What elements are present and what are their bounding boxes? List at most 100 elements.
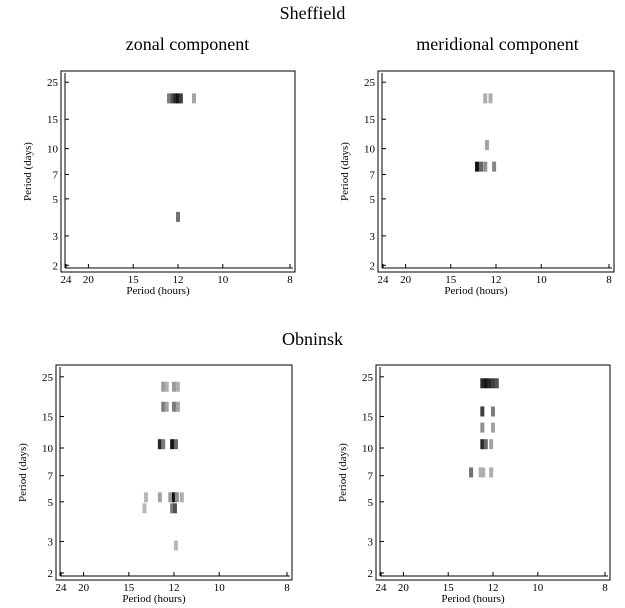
y-tick-label: 15 xyxy=(364,114,376,126)
y-axis-label: Period (days) xyxy=(339,142,351,201)
heatmap-cell xyxy=(487,378,492,389)
heatmap-cell xyxy=(170,439,175,450)
x-tick-label: 24 xyxy=(376,582,388,594)
y-tick-label: 5 xyxy=(370,194,376,206)
y-tick-label: 2 xyxy=(53,260,59,272)
heatmap-cell xyxy=(157,439,162,450)
x-tick-label: 10 xyxy=(536,274,548,286)
y-tick-label: 2 xyxy=(48,568,54,580)
y-tick-label: 10 xyxy=(42,443,54,455)
plot-frame xyxy=(377,70,615,273)
y-tick-label: 15 xyxy=(47,114,59,126)
x-tick-label: 12 xyxy=(169,582,180,594)
chart-panel-4: 2 3 5 7 10 15 25 24 20 15 12 10 8 Period (hours) Perio… xyxy=(337,364,611,605)
y-tick-label: 15 xyxy=(362,411,374,423)
x-tick-label: 15 xyxy=(443,582,455,594)
heatmap-cell xyxy=(164,401,169,412)
x-tick-label: 10 xyxy=(217,274,229,286)
heatmap-cell xyxy=(483,378,488,389)
x-tick-label: 24 xyxy=(378,274,390,286)
meridional-component-title: meridional component xyxy=(416,34,579,54)
x-axis-label: Period (hours) xyxy=(126,285,190,297)
chart-panel-2: 2 3 5 7 10 15 25 24 20 15 12 10 8 Period (hours) Perio… xyxy=(339,70,615,297)
x-tick-label: 20 xyxy=(400,274,412,286)
y-tick-label: 3 xyxy=(48,537,54,549)
heatmap-cell xyxy=(491,406,495,417)
x-axis-label: Period (hours) xyxy=(444,285,508,297)
heatmap-cell xyxy=(480,422,485,433)
sheffield-title: Sheffield xyxy=(279,3,346,23)
x-tick-label: 20 xyxy=(78,582,90,594)
heatmap-cell xyxy=(492,161,497,172)
y-tick-label: 10 xyxy=(364,144,376,156)
heatmap-cell xyxy=(469,467,474,478)
heatmap-cell xyxy=(176,93,180,104)
x-tick-label: 8 xyxy=(602,582,608,594)
x-tick-label: 12 xyxy=(173,274,184,286)
y-axis-label: Period (days) xyxy=(17,443,29,502)
y-tick-label: 25 xyxy=(364,77,376,89)
heatmap-cell xyxy=(484,140,489,151)
heatmap-cell xyxy=(481,467,486,478)
heatmap-cell xyxy=(192,93,196,104)
x-tick-label: 24 xyxy=(61,274,73,286)
heatmap-cell xyxy=(176,211,180,222)
x-tick-label: 8 xyxy=(284,582,290,594)
y-tick-label: 25 xyxy=(362,372,374,384)
y-tick-label: 2 xyxy=(368,568,374,580)
y-tick-label: 5 xyxy=(53,194,59,206)
heatmap-cell xyxy=(173,540,178,551)
heatmap-cell xyxy=(488,93,493,104)
heatmap-cell xyxy=(178,93,183,104)
heatmap-cell xyxy=(480,378,485,389)
heatmap-cell xyxy=(167,93,172,104)
chart-panel-3: 2 3 5 7 10 15 25 24 20 15 12 10 8 Period (hours) Perio… xyxy=(17,364,293,605)
heatmap-cell xyxy=(161,401,166,412)
y-tick-label: 3 xyxy=(368,537,374,549)
heatmap-cell xyxy=(173,93,178,104)
y-tick-label: 5 xyxy=(368,497,374,509)
x-axis-label: Period (hours) xyxy=(122,593,186,605)
zonal-component-title: zonal component xyxy=(125,34,250,54)
heatmap-cell xyxy=(174,492,179,503)
y-tick-label: 2 xyxy=(370,260,376,272)
heatmap-cell xyxy=(479,161,484,172)
heatmap-cell xyxy=(161,381,166,392)
heatmap-cell xyxy=(478,467,483,478)
heatmap-cell xyxy=(172,503,177,514)
heatmap-cell xyxy=(480,439,485,450)
y-tick-label: 3 xyxy=(370,231,376,243)
y-tick-label: 3 xyxy=(53,231,59,243)
heatmap-cell xyxy=(173,439,178,450)
y-tick-label: 25 xyxy=(47,77,59,89)
heatmap-cell xyxy=(489,439,494,450)
plot-frame xyxy=(60,70,296,273)
x-tick-label: 12 xyxy=(491,274,502,286)
heatmap-cell xyxy=(475,161,480,172)
heatmap-cell xyxy=(489,467,494,478)
heatmap-cell xyxy=(157,492,162,503)
y-tick-label: 25 xyxy=(42,372,54,384)
x-axis-label: Period (hours) xyxy=(441,593,505,605)
x-tick-label: 12 xyxy=(488,582,499,594)
heatmap-cell xyxy=(175,381,180,392)
heatmap-cell xyxy=(170,503,175,514)
x-tick-label: 10 xyxy=(214,582,226,594)
x-tick-label: 20 xyxy=(398,582,410,594)
heatmap-cell xyxy=(161,439,166,450)
x-tick-label: 15 xyxy=(128,274,140,286)
heatmap-cell xyxy=(491,378,495,389)
x-tick-label: 15 xyxy=(445,274,457,286)
heatmap-cell xyxy=(175,401,180,412)
x-tick-label: 10 xyxy=(532,582,544,594)
heatmap-cell xyxy=(142,503,147,514)
heatmap-cell xyxy=(170,93,175,104)
x-tick-label: 8 xyxy=(287,274,293,286)
chart-panel-1: 2 3 5 7 10 15 25 24 20 15 12 10 8 Period (hours) Perio… xyxy=(22,70,296,297)
y-tick-label: 15 xyxy=(42,411,54,423)
heatmap-cell xyxy=(164,381,169,392)
heatmap-cell xyxy=(480,406,485,417)
y-tick-label: 10 xyxy=(362,443,374,455)
heatmap-cell xyxy=(483,439,488,450)
